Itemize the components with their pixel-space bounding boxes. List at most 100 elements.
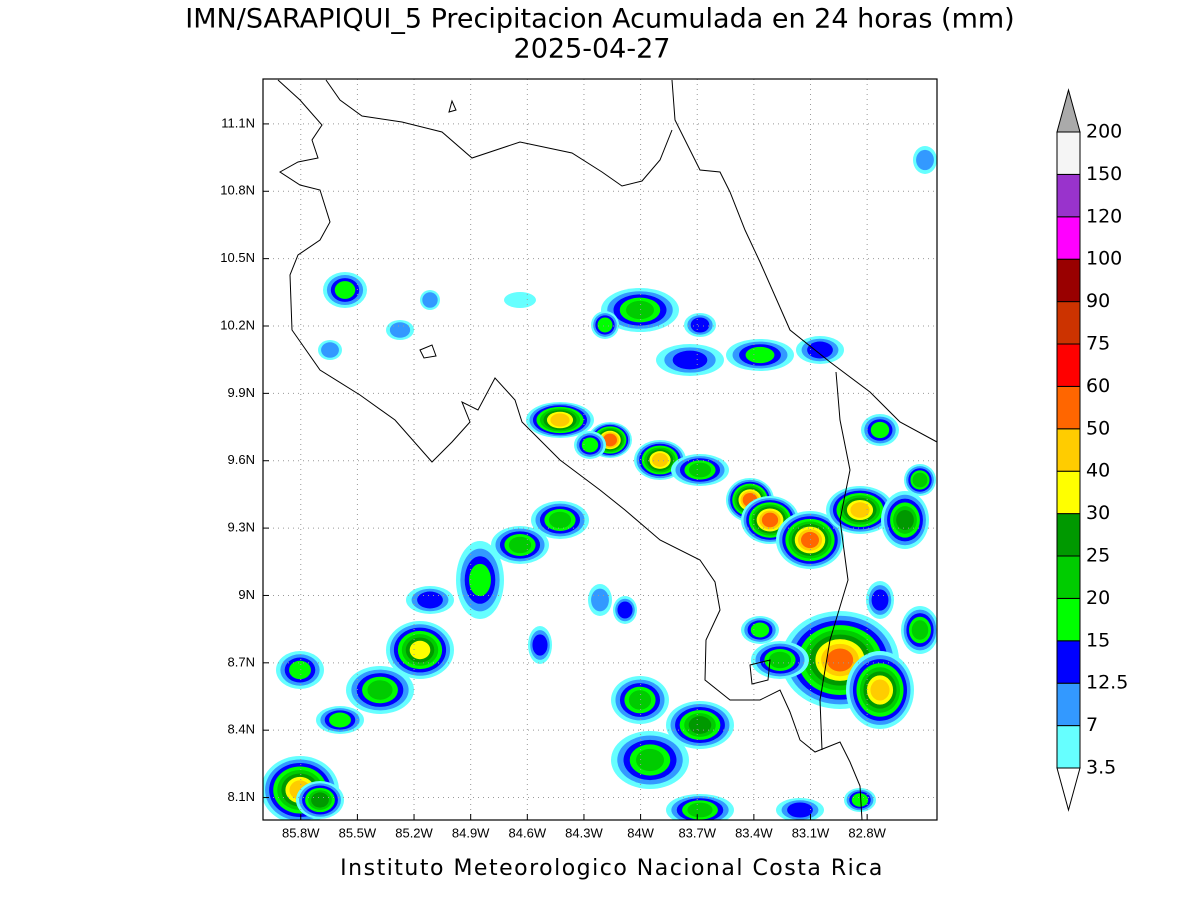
colorbar-label: 120	[1086, 205, 1122, 227]
rain-area	[597, 317, 613, 333]
rain-area	[603, 433, 617, 447]
colorbar-label: 100	[1086, 248, 1122, 270]
rain-area	[672, 350, 708, 370]
rain-area	[768, 651, 792, 669]
rain-area	[626, 300, 654, 320]
x-tick-label: 84.3W	[565, 825, 603, 840]
colorbar-box	[1056, 216, 1081, 260]
colorbar-label: 40	[1086, 460, 1110, 482]
osa-outline	[749, 659, 771, 685]
map-subtitle: 2025-04-27	[514, 34, 671, 65]
x-tick-label: 84.9W	[452, 825, 490, 840]
colorbar-box	[1056, 385, 1081, 430]
pacific-coast	[277, 79, 863, 820]
colorbar-box	[1056, 428, 1081, 472]
rain-area	[761, 512, 779, 528]
colorbar-box	[1056, 173, 1081, 218]
colorbar-label: 50	[1086, 417, 1110, 439]
rain-area	[690, 317, 710, 333]
rain-area	[912, 472, 928, 488]
rain-area	[916, 149, 934, 171]
y-tick-label: 9.6N	[228, 452, 255, 467]
colorbar-label: 90	[1086, 290, 1110, 312]
y-tick-label: 8.7N	[228, 654, 255, 669]
rain-area	[417, 591, 443, 609]
rain-area	[422, 292, 438, 308]
colorbar-box	[1056, 640, 1081, 684]
colorbar-label: 75	[1086, 333, 1110, 355]
grid	[263, 79, 937, 820]
colorbar-label: 20	[1086, 587, 1110, 609]
caribbean-coast	[671, 79, 937, 443]
rain-area	[850, 502, 870, 518]
colorbar-label: 200	[1086, 121, 1122, 143]
colorbar-box	[1056, 555, 1081, 599]
colorbar-box	[1056, 301, 1081, 345]
colorbar-box	[1056, 131, 1081, 175]
rain-area	[334, 281, 356, 299]
colorbar-label: 150	[1086, 163, 1122, 185]
rain-area	[591, 588, 609, 612]
colorbar-label: 3.5	[1086, 757, 1116, 779]
colorbar-box	[1056, 725, 1081, 769]
y-tick-label: 11.1N	[221, 115, 255, 130]
rain-area	[504, 292, 536, 308]
colorbar-box	[1056, 343, 1081, 387]
y-tick-label: 9N	[238, 587, 255, 602]
y-tick-label: 10.8N	[220, 183, 255, 198]
island	[448, 99, 457, 113]
colorbar-under	[1056, 767, 1081, 812]
map-title: IMN/SARAPIQUI_5 Precipitacion Acumulada …	[185, 4, 1014, 35]
x-tick-label: 83.1W	[792, 825, 830, 840]
rain-area	[409, 640, 431, 660]
colorbar-box	[1056, 597, 1081, 642]
y-tick-label: 9.9N	[228, 385, 255, 400]
rain-area	[745, 346, 775, 364]
rain-area	[329, 712, 351, 728]
rain-area	[688, 716, 712, 734]
rain-area	[311, 792, 329, 808]
x-tick-label: 85.8W	[282, 825, 320, 840]
colorbar: 3.5 7 12.5 15 20 25 30 40 50 60 75 90 100 120 150 200	[1056, 88, 1128, 812]
rain-area	[896, 509, 914, 531]
colorbar-over	[1056, 88, 1081, 133]
rain-area	[508, 536, 532, 554]
rain-area	[321, 342, 339, 358]
rain-area	[636, 748, 664, 772]
colorbar-box	[1056, 682, 1081, 727]
rain-area	[581, 437, 599, 453]
rain-area	[548, 511, 572, 529]
peninsula-bay	[419, 344, 437, 359]
rain-area	[750, 622, 770, 638]
x-tick-label: 84W	[627, 825, 654, 840]
x-tick-label: 83.7W	[678, 825, 716, 840]
y-tick-label: 9.3N	[228, 520, 255, 535]
colorbar-label: 30	[1086, 502, 1110, 524]
colorbar-label: 12.5	[1086, 672, 1128, 694]
x-tick-label: 84.6W	[509, 825, 547, 840]
rain-area	[389, 322, 411, 338]
colorbar-label: 15	[1086, 629, 1110, 651]
rain-area	[826, 648, 854, 672]
rain-area	[651, 453, 669, 467]
rain-area	[870, 679, 890, 701]
rain-area	[289, 660, 311, 680]
coastlines	[277, 79, 937, 820]
map-frame	[262, 78, 938, 821]
rain-area	[688, 462, 712, 478]
y-tick-label: 8.1N	[228, 789, 255, 804]
rain-area	[617, 601, 633, 619]
x-tick-label: 82.8W	[848, 825, 886, 840]
rain-area	[687, 802, 713, 818]
panama-border	[819, 371, 851, 751]
colorbar-box	[1056, 513, 1081, 557]
rain-area	[469, 563, 491, 597]
northern-coast	[325, 79, 673, 187]
rain-area	[911, 620, 929, 640]
y-tick-label: 8.4N	[228, 722, 255, 737]
rain-area	[801, 531, 819, 549]
precipitation-field	[263, 146, 937, 820]
rain-area	[367, 680, 393, 700]
x-tick-label: 85.2W	[395, 825, 433, 840]
